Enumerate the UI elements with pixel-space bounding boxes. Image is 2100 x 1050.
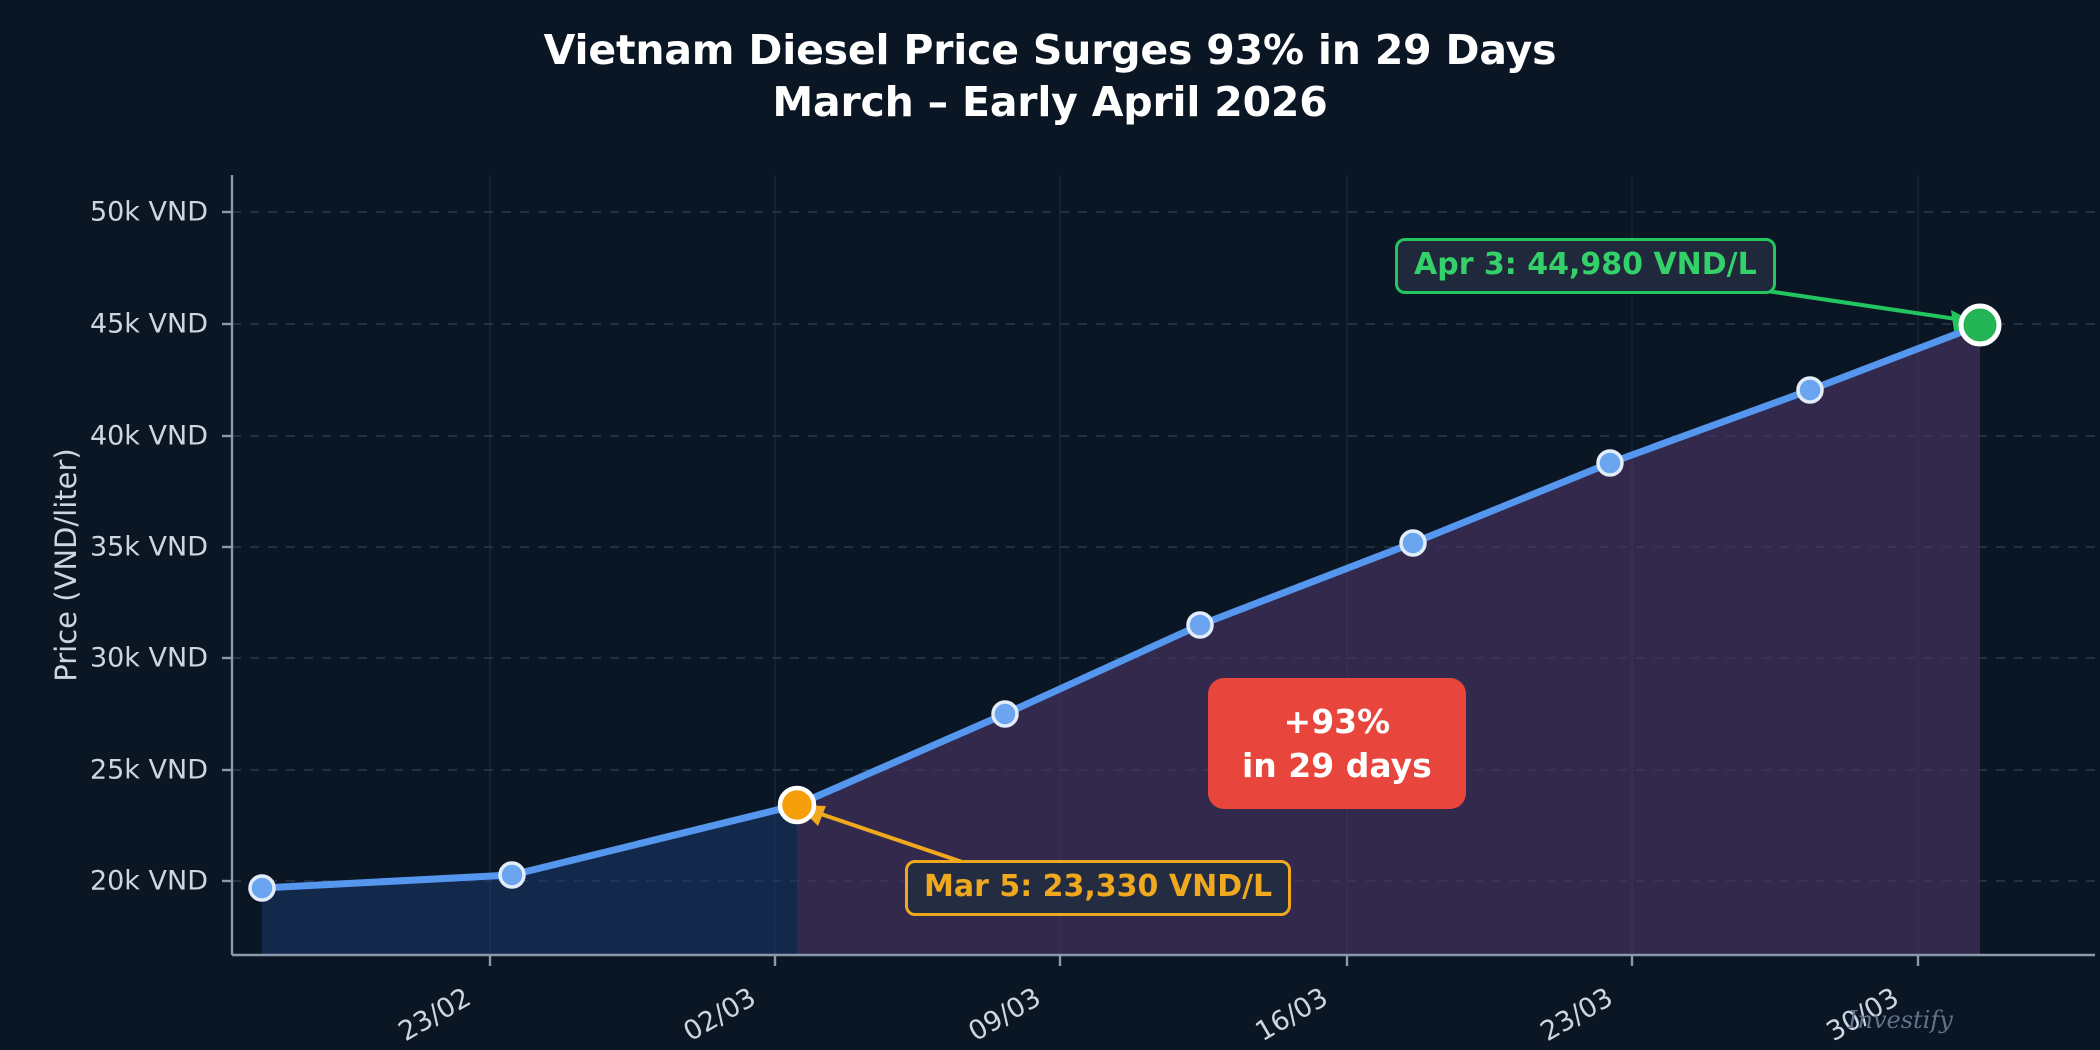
chart-title: Vietnam Diesel Price Surges 93% in 29 Da… [0,24,2100,128]
x-tick-marks [488,955,1920,966]
surge-badge-line2: in 29 days [1242,745,1432,785]
area-fill-before [262,805,797,955]
axis-spines [230,175,2095,957]
data-point-marker-start-highlight [777,785,817,825]
y-tick-label: 50k VND [89,196,208,228]
surge-badge-line1: +93% [1283,702,1391,741]
y-tick-label: 45k VND [89,308,208,340]
chart-title-line2: March – Early April 2026 [772,78,1328,127]
data-point-marker-end-highlight [1958,303,2002,347]
y-tick-label: 25k VND [89,754,208,786]
surge-badge: +93% in 29 days [1208,678,1466,810]
y-tick-label: 40k VND [89,420,208,452]
chart-title-line1: Vietnam Diesel Price Surges 93% in 29 Da… [543,26,1557,74]
y-tick-marks [222,210,232,883]
y-tick-label: 20k VND [89,865,208,897]
watermark: Investify [1848,1006,1953,1034]
y-tick-label: 30k VND [89,642,208,674]
area-fill-after [797,325,1980,955]
data-point-markers [248,376,1824,902]
annotation-end-callout: Apr 3: 44,980 VND/L [1395,238,1776,294]
y-tick-label: 35k VND [89,531,208,563]
annotation-start-callout: Mar 5: 23,330 VND/L [905,860,1292,916]
